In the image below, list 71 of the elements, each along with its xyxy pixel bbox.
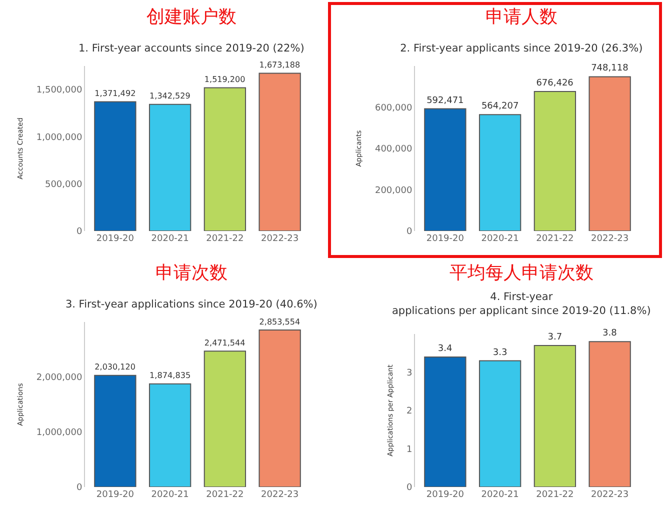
- y-tick-label: 0: [406, 227, 412, 238]
- chart-title: 创建账户数: [146, 6, 236, 28]
- data-label: 2,471,544: [204, 338, 246, 348]
- bar: [478, 360, 522, 487]
- data-label: 2,030,120: [94, 362, 136, 372]
- x-tick-label: 2019-20: [96, 234, 134, 244]
- y-tick-label: 2: [406, 406, 412, 417]
- y-tick-label: 1,000,000: [36, 132, 82, 143]
- chart-title: 平均每人申请次数: [449, 262, 594, 284]
- data-label: 3.3: [492, 348, 508, 358]
- data-label: 3.7: [548, 332, 562, 342]
- data-label: 564,207: [481, 102, 519, 112]
- x-tick-label: 2020-21: [151, 234, 189, 244]
- x-tick-label: 2019-20: [426, 234, 464, 244]
- x-tick-label: 2019-20: [96, 490, 134, 500]
- data-label: 592,471: [426, 96, 464, 106]
- data-label: 3.4: [438, 344, 452, 354]
- y-tick-label: 600,000: [374, 103, 412, 114]
- x-tick-label: 2021-22: [536, 234, 574, 244]
- bar: [94, 374, 136, 487]
- bar: [588, 341, 631, 487]
- y-tick-label: 1: [406, 444, 412, 455]
- data-label: 3.8: [602, 328, 618, 339]
- x-tick-label: 2022-23: [591, 234, 629, 244]
- bar: [478, 114, 522, 231]
- y-tick-label: 3: [406, 368, 412, 378]
- y-tick-label: 2,000,000: [36, 373, 82, 384]
- x-tick-label: 2022-23: [261, 234, 299, 244]
- bar: [258, 72, 301, 231]
- data-label: 2,853,554: [259, 317, 300, 326]
- data-label: 676,426: [536, 78, 574, 88]
- x-tick-label: 2020-21: [481, 234, 519, 244]
- x-tick-label: 2019-20: [426, 490, 464, 500]
- chart-subtitle: 3. First-year applications since 2019-20 (40.6%): [65, 298, 318, 311]
- data-label: 1,371,492: [94, 88, 136, 98]
- data-label: 1,342,529: [150, 92, 190, 101]
- chart-subtitle: 2. First-year applicants since 2019-20 (26.3%): [400, 42, 643, 55]
- y-tick-label: 0: [406, 483, 412, 494]
- bar: [148, 383, 192, 487]
- y-tick-label: 0: [76, 227, 82, 238]
- chart-subtitle: 1. First-year accounts since 2019-20 (22%): [78, 42, 304, 55]
- y-tick-label: 400,000: [374, 144, 412, 155]
- bar: [258, 330, 301, 487]
- x-tick-label: 2021-22: [206, 234, 244, 244]
- bar: [424, 356, 466, 487]
- bar: [588, 76, 631, 231]
- chart-subtitle: 4. First-year applications per applicant since 2019-20 (11.8%): [392, 291, 651, 317]
- x-tick-label: 2021-22: [206, 490, 244, 500]
- data-label: 1,874,835: [149, 370, 191, 380]
- data-label: 1,519,200: [204, 75, 246, 84]
- chart-title: 申请次数: [155, 262, 228, 284]
- x-tick-label: 2022-23: [261, 490, 299, 500]
- bar: [148, 104, 192, 231]
- y-tick-label: 200,000: [374, 186, 412, 196]
- y-tick-label: 1,500,000: [36, 86, 82, 96]
- y-tick-label: 500,000: [44, 180, 82, 190]
- chart-title: 申请人数: [485, 6, 558, 28]
- y-tick-label: 0: [76, 483, 82, 494]
- bar: [204, 87, 246, 231]
- bar: [534, 90, 576, 231]
- bar: [424, 108, 466, 231]
- y-tick-label: 1,000,000: [36, 428, 82, 438]
- bar: [534, 344, 576, 487]
- bar: [94, 101, 136, 231]
- data-label: 1,673,188: [259, 60, 300, 70]
- bar: [204, 350, 246, 487]
- data-label: 748,118: [591, 64, 629, 74]
- x-tick-label: 2022-23: [591, 490, 629, 500]
- x-tick-label: 2020-21: [151, 490, 189, 500]
- x-tick-label: 2020-21: [481, 490, 519, 500]
- x-tick-label: 2021-22: [536, 490, 574, 500]
